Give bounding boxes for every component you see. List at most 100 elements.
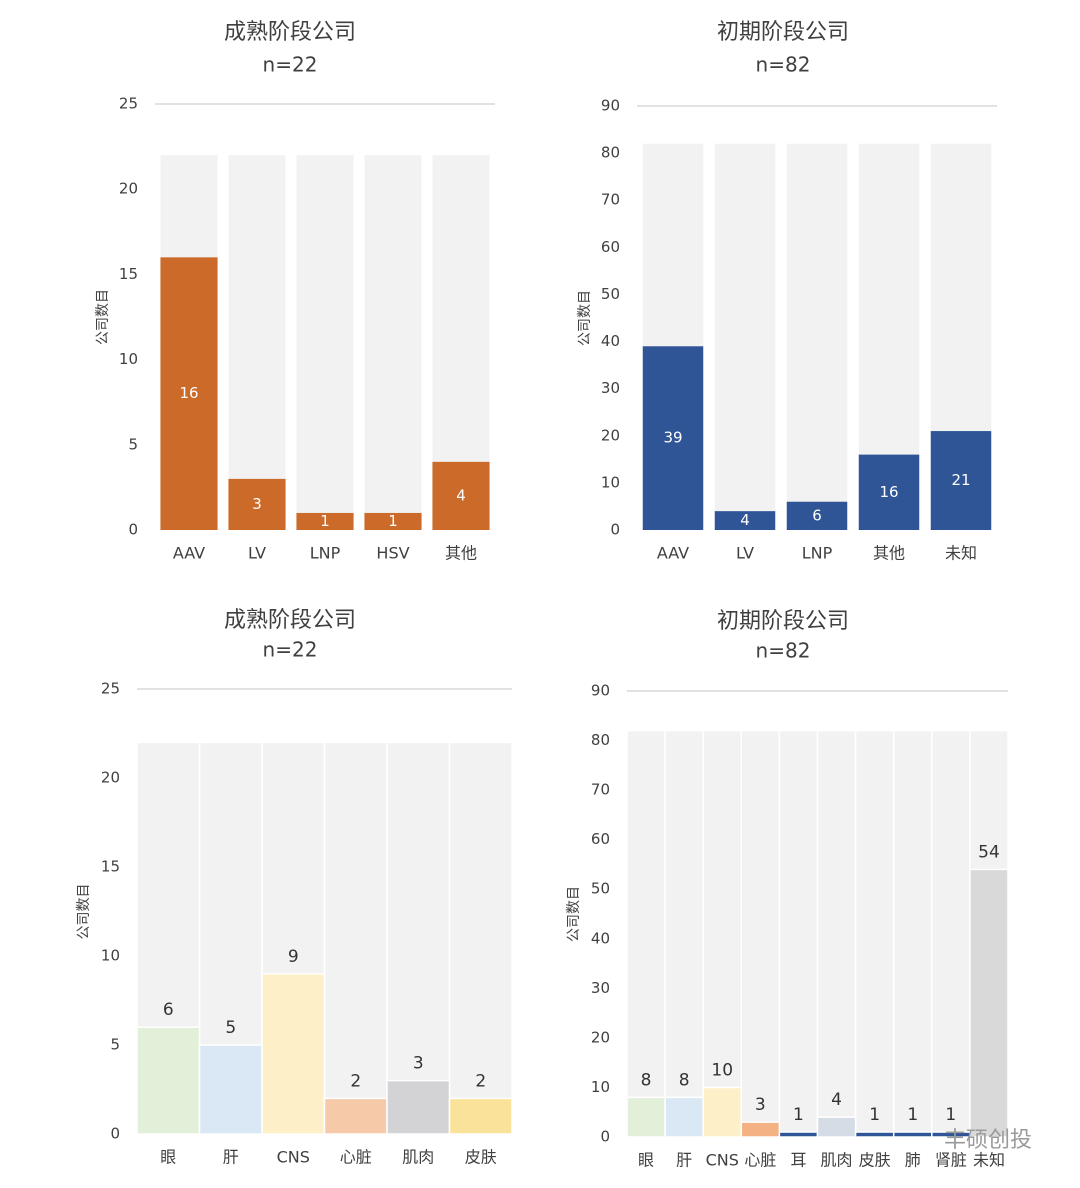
value-label: 4 [831,1090,842,1110]
y-tick-label: 20 [601,426,620,444]
x-tick-label: 皮肤 [465,1148,497,1167]
x-tick-label: 未知 [973,1151,1005,1170]
bar [892,1131,933,1138]
background-bar [931,729,971,1138]
background-bar [892,729,933,1138]
y-tick-label: 50 [601,285,620,303]
chart-subtitle: n=82 [756,53,811,77]
x-tick-label: AAV [657,544,689,563]
y-tick-label: 70 [601,191,620,209]
background-bar [323,741,388,1135]
background-bar [228,155,286,530]
bar [642,346,704,530]
chart-subtitle: n=22 [263,638,318,662]
y-tick-label: 60 [601,238,620,256]
x-tick-label: 皮肤 [859,1151,891,1170]
background-bar [778,729,819,1138]
x-tick-label: 眼 [160,1148,176,1167]
x-tick-label: HSV [376,544,409,563]
chart-title: 初期阶段公司 [717,20,849,45]
value-label: 3 [413,1054,424,1074]
bar [969,868,1009,1138]
bar [364,512,422,530]
background-bar [786,143,848,530]
y-tick-label: 0 [610,521,620,539]
value-label: 3 [755,1095,766,1115]
value-label: 10 [711,1060,733,1080]
value-label: 6 [812,506,822,524]
x-tick-label: 心脏 [340,1148,372,1167]
value-label: 8 [641,1070,652,1090]
x-tick-label: 耳 [790,1151,806,1170]
y-axis-label: 公司数目 [566,886,582,942]
chart-subtitle: n=82 [756,639,811,663]
y-tick-label: 10 [601,473,620,491]
y-tick-label: 40 [591,929,610,947]
y-tick-label: 25 [101,680,120,698]
background-bar [816,729,857,1138]
x-tick-label: LV [736,544,754,563]
bar [786,501,848,530]
bar [778,1131,819,1138]
x-tick-label: 眼 [638,1151,654,1170]
y-tick-label: 20 [101,769,120,787]
background-bar [448,741,513,1135]
x-tick-label: LNP [802,544,833,563]
y-tick-label: 30 [601,379,620,397]
value-label: 2 [475,1071,486,1091]
y-tick-label: 15 [101,858,120,876]
y-tick-label: 50 [591,880,610,898]
background-bar [740,729,781,1138]
x-tick-label: LNP [310,544,341,563]
chart-title: 初期阶段公司 [717,609,849,634]
bar [702,1086,743,1138]
y-tick-label: 30 [591,979,610,997]
bar [858,454,920,530]
background-bar [854,729,895,1138]
value-label: 16 [179,384,198,402]
x-tick-label: 肝 [676,1151,692,1170]
y-tick-label: 0 [110,1125,120,1143]
background-bar [364,155,422,530]
y-axis-label: 公司数目 [95,289,111,345]
value-label: 5 [225,1018,236,1038]
value-label: 2 [350,1071,361,1091]
bar [296,512,354,530]
value-label: 1 [907,1105,918,1125]
bar [198,1044,263,1135]
y-tick-label: 80 [601,144,620,162]
x-tick-label: 肌肉 [821,1151,853,1170]
y-tick-label: 5 [110,1036,120,1054]
background-bar [714,143,776,530]
y-tick-label: 10 [591,1078,610,1096]
bar [323,1097,388,1135]
value-label: 1 [320,512,330,530]
bar [160,257,218,530]
y-tick-label: 0 [128,521,138,539]
value-label: 1 [388,512,398,530]
bar [448,1097,513,1135]
watermark: 丰硕创投 [944,1128,1032,1153]
value-label: 4 [456,486,466,504]
bar [854,1131,895,1138]
value-label: 1 [869,1105,880,1125]
y-axis-label: 公司数目 [577,290,593,346]
chart-title: 成熟阶段公司 [224,20,356,45]
x-tick-label: 肺 [905,1151,921,1170]
value-label: 21 [951,471,970,489]
y-tick-label: 5 [128,435,138,453]
bar [740,1121,781,1138]
value-label: 8 [679,1070,690,1090]
bar [228,478,286,530]
x-tick-label: CNS [706,1151,739,1170]
y-tick-label: 60 [591,830,610,848]
y-tick-label: 15 [119,265,138,283]
bar [664,1096,704,1138]
background-bar [386,741,451,1135]
bar [816,1116,857,1138]
y-tick-label: 90 [601,97,620,115]
x-tick-label: 肝 [223,1148,239,1167]
value-label: 3 [252,495,262,513]
x-tick-label: 其他 [445,544,477,563]
y-axis-label: 公司数目 [76,884,92,940]
